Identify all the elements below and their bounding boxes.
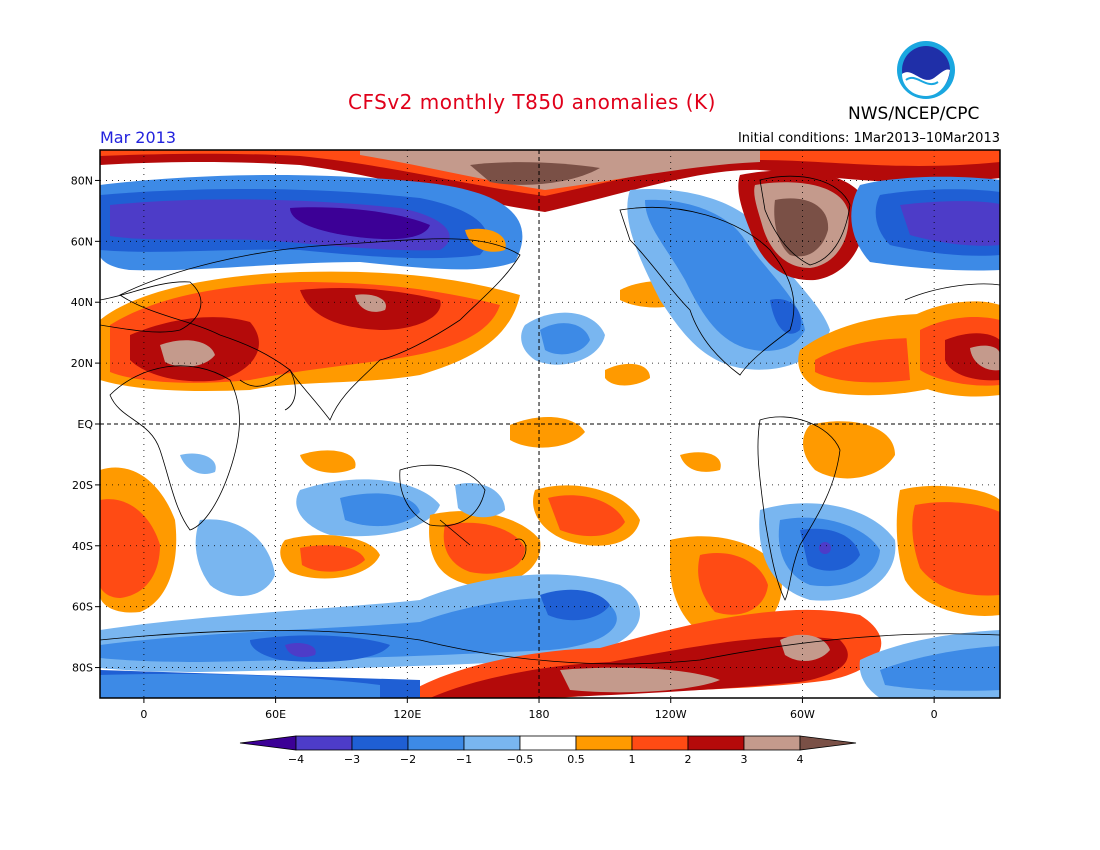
lon-label: 60E — [265, 708, 286, 721]
longitude-labels: 0 60E 120E 180 120W 60W 0 — [140, 708, 937, 721]
lat-label: EQ — [77, 418, 93, 431]
colorbar-label: 4 — [797, 753, 804, 766]
colorbar-label: −0.5 — [507, 753, 534, 766]
colorbar-label: 2 — [685, 753, 692, 766]
colorbar-cell — [519, 735, 577, 751]
lat-label: 40S — [72, 540, 93, 553]
colorbar-label: 1 — [629, 753, 636, 766]
lat-label: 20N — [71, 357, 93, 370]
lat-label: 80N — [71, 174, 93, 187]
colorbar-label: 0.5 — [567, 753, 585, 766]
lat-label: 80S — [72, 662, 93, 675]
initial-conditions: Initial conditions: 1Mar2013–10Mar2013 — [737, 131, 1000, 146]
lat-label: 60S — [72, 601, 93, 614]
colorbar-label: −1 — [456, 753, 472, 766]
colorbar-cell — [799, 735, 857, 751]
colorbar-label: −3 — [344, 753, 360, 766]
noaa-logo — [896, 40, 956, 100]
map-grid — [95, 150, 1000, 703]
agency-label: NWS/NCEP/CPC — [848, 104, 980, 124]
forecast-period: Mar 2013 — [100, 128, 176, 147]
lat-label: 20S — [72, 479, 93, 492]
lat-label: 60N — [71, 235, 93, 248]
lon-label: 0 — [931, 708, 938, 721]
colorbar-cell — [295, 735, 353, 751]
lon-label: 180 — [529, 708, 550, 721]
lat-label: 40N — [71, 296, 93, 309]
colorbar-cell — [743, 735, 801, 751]
lon-label: 60W — [790, 708, 815, 721]
colorbar-label: −4 — [288, 753, 304, 766]
latitude-labels: 80N 60N 40N 20N EQ 20S 40S 60S 80S — [71, 174, 94, 674]
chart-title: CFSv2 monthly T850 anomalies (K) — [348, 90, 716, 114]
lon-label: 120W — [655, 708, 687, 721]
colorbar-label: −2 — [400, 753, 416, 766]
lon-label: 120E — [393, 708, 421, 721]
colorbar-cell — [687, 735, 745, 751]
colorbar-cell — [631, 735, 689, 751]
colorbar-cell — [575, 735, 633, 751]
colorbar-cell — [407, 735, 465, 751]
colorbar-cell — [239, 735, 297, 751]
colorbar-label: 3 — [741, 753, 748, 766]
colorbar-cell — [351, 735, 409, 751]
lon-label: 0 — [140, 708, 147, 721]
colorbar-cell — [463, 735, 521, 751]
